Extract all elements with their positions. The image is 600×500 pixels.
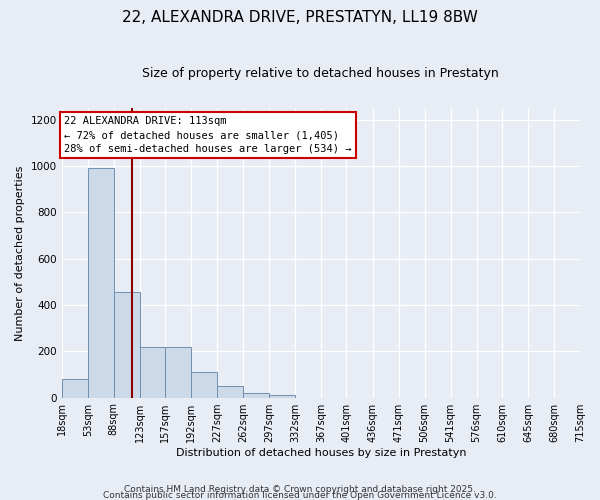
Y-axis label: Number of detached properties: Number of detached properties xyxy=(15,165,25,340)
Bar xyxy=(165,346,191,398)
Text: Contains public sector information licensed under the Open Government Licence v3: Contains public sector information licen… xyxy=(103,490,497,500)
Bar xyxy=(62,379,88,398)
Bar xyxy=(88,168,114,398)
Bar xyxy=(217,386,243,398)
Text: 22 ALEXANDRA DRIVE: 113sqm
← 72% of detached houses are smaller (1,405)
28% of s: 22 ALEXANDRA DRIVE: 113sqm ← 72% of deta… xyxy=(64,116,352,154)
Bar xyxy=(269,396,295,398)
Title: Size of property relative to detached houses in Prestatyn: Size of property relative to detached ho… xyxy=(142,68,499,80)
Text: Contains HM Land Registry data © Crown copyright and database right 2025.: Contains HM Land Registry data © Crown c… xyxy=(124,484,476,494)
Bar xyxy=(243,393,269,398)
Bar xyxy=(140,346,165,398)
Text: 22, ALEXANDRA DRIVE, PRESTATYN, LL19 8BW: 22, ALEXANDRA DRIVE, PRESTATYN, LL19 8BW xyxy=(122,10,478,25)
Bar xyxy=(114,292,140,398)
X-axis label: Distribution of detached houses by size in Prestatyn: Distribution of detached houses by size … xyxy=(176,448,466,458)
Bar xyxy=(191,372,217,398)
